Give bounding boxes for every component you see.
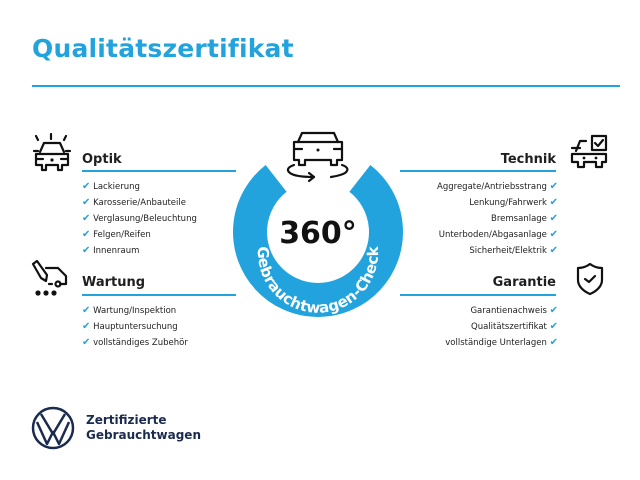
check-icon: ✔ [82, 245, 91, 256]
check-icon: ✔ [549, 337, 558, 348]
garantie-divider [400, 294, 556, 296]
check-icon: ✔ [82, 197, 91, 208]
item-label: Garantienachweis [470, 306, 547, 316]
item-label: Aggregate/Antriebsstrang [437, 182, 547, 192]
list-item: ✔ Innenraum [82, 243, 197, 259]
title-divider [32, 85, 620, 87]
page-title: Qualitätszertifikat [32, 34, 294, 63]
list-item: ✔ vollständiges Zubehör [82, 335, 188, 351]
check-icon: ✔ [82, 337, 91, 348]
check-icon: ✔ [82, 181, 91, 192]
check-icon: ✔ [549, 213, 558, 224]
item-label: vollständiges Zubehör [93, 338, 188, 348]
vw-logo [31, 406, 75, 450]
check-icon: ✔ [549, 229, 558, 240]
oil-service-icon [31, 260, 68, 296]
technik-divider [400, 170, 556, 172]
car-lights-icon [32, 132, 72, 172]
degrees-label: 360° [279, 216, 357, 251]
item-label: Sicherheit/Elektrik [469, 246, 547, 256]
item-label: Innenraum [93, 246, 140, 256]
item-label: Hauptuntersuchung [93, 322, 178, 332]
check-icon: ✔ [549, 181, 558, 192]
ring-text: Gebrauchtwagen-Check [254, 245, 382, 317]
brand-text: Zertifizierte Gebrauchtwagen [86, 413, 201, 443]
brand-line-1: Zertifizierte [86, 413, 167, 427]
check-icon: ✔ [549, 197, 558, 208]
list-item: vollständige Unterlagen ✔ [380, 335, 558, 351]
wartung-divider [82, 294, 236, 296]
item-label: Bremsanlage [491, 214, 547, 224]
technik-heading: Technik [500, 152, 556, 167]
list-item: Sicherheit/Elektrik ✔ [380, 243, 558, 259]
brand-line-2: Gebrauchtwagen [86, 428, 201, 442]
ring [233, 165, 403, 317]
item-label: Felgen/Reifen [93, 230, 151, 240]
list-item: Garantienachweis ✔ [380, 303, 558, 319]
item-label: Lenkung/Fahrwerk [469, 198, 547, 208]
list-item: ✔ Karosserie/Anbauteile [82, 195, 197, 211]
list-item: Unterboden/Abgasanlage ✔ [380, 227, 558, 243]
shield-check-icon [576, 262, 604, 296]
item-label: Qualitätszertifikat [471, 322, 547, 332]
list-item: ✔ Wartung/Inspektion [82, 303, 188, 319]
list-item: ✔ Lackierung [82, 179, 197, 195]
check-icon: ✔ [549, 305, 558, 316]
list-item: Bremsanlage ✔ [380, 211, 558, 227]
car-checkbox-icon [570, 134, 608, 169]
list-item: ✔ Verglasung/Beleuchtung [82, 211, 197, 227]
technik-list: Aggregate/Antriebsstrang ✔ Lenkung/Fahrw… [380, 179, 558, 259]
item-label: Unterboden/Abgasanlage [438, 230, 547, 240]
car-rotate-icon [286, 131, 349, 183]
item-label: Verglasung/Beleuchtung [93, 214, 197, 224]
check-icon: ✔ [82, 213, 91, 224]
garantie-heading: Garantie [492, 275, 556, 290]
optik-divider [82, 170, 236, 172]
check-icon: ✔ [549, 321, 558, 332]
wartung-list: ✔ Wartung/Inspektion ✔ Hauptuntersuchung… [82, 303, 188, 351]
check-icon: ✔ [549, 245, 558, 256]
garantie-list: Garantienachweis ✔ Qualitätszertifikat ✔… [380, 303, 558, 351]
list-item: ✔ Hauptuntersuchung [82, 319, 188, 335]
list-item: Aggregate/Antriebsstrang ✔ [380, 179, 558, 195]
check-icon: ✔ [82, 305, 91, 316]
ring-text-path: Gebrauchtwagen-Check [254, 245, 382, 317]
wartung-heading: Wartung [82, 275, 146, 290]
check-icon: ✔ [82, 229, 91, 240]
list-item: ✔ Felgen/Reifen [82, 227, 197, 243]
list-item: Lenkung/Fahrwerk ✔ [380, 195, 558, 211]
item-label: Wartung/Inspektion [93, 306, 177, 316]
optik-heading: Optik [82, 152, 122, 167]
list-item: Qualitätszertifikat ✔ [380, 319, 558, 335]
item-label: Karosserie/Anbauteile [93, 198, 186, 208]
optik-list: ✔ Lackierung ✔ Karosserie/Anbauteile ✔ V… [82, 179, 197, 259]
item-label: vollständige Unterlagen [445, 338, 547, 348]
check-icon: ✔ [82, 321, 91, 332]
item-label: Lackierung [93, 182, 140, 192]
